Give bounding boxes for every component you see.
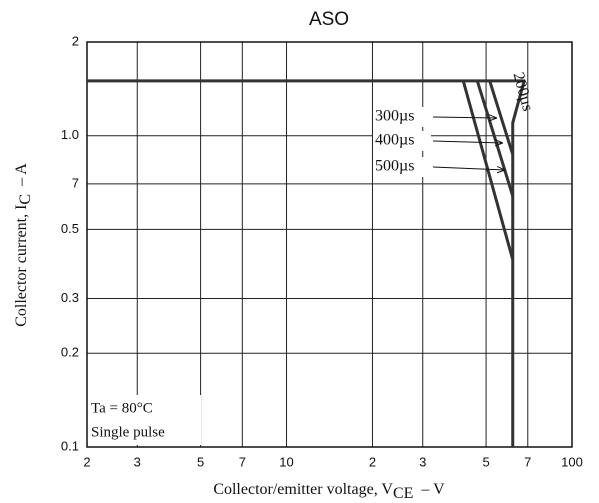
arrow [432, 141, 503, 143]
x-tick-label: 2 [369, 454, 376, 469]
series-label: 400µs [375, 132, 414, 149]
chart-title: ASO [309, 9, 349, 30]
y-tick-label: 2 [72, 33, 79, 48]
y-tick-label: 0.3 [61, 290, 79, 305]
line-series [488, 80, 515, 155]
x-axis-label: Collector/emitter voltage, VCE – V [213, 481, 445, 502]
annotation-background [89, 395, 201, 445]
y-tick-label: 0.2 [61, 345, 79, 360]
line-series [475, 80, 515, 197]
y-tick-label: 1.0 [61, 127, 79, 142]
plot-area: 2 3 5 7 10 2 3 5 7 100 0.1 0.2 0.3 0.5 7 1.0 2 Ta = 80°C S… [61, 33, 583, 469]
series-label-background [373, 131, 431, 151]
x-tick-label: 2 [83, 454, 90, 469]
y-tick-label: 0.5 [61, 221, 79, 236]
series-label-background [373, 157, 431, 177]
x-tick-label: 7 [524, 454, 531, 469]
series-label: 200µs [509, 71, 536, 114]
y-axis-label: Collector current, IC– A [13, 163, 34, 327]
x-tick-label: 5 [197, 454, 204, 469]
plot-frame [86, 41, 573, 448]
y-tick-label: 7 [72, 175, 79, 190]
x-tick-label: 7 [239, 454, 246, 469]
y-tick-label: 0.1 [61, 438, 79, 453]
line-series [87, 79, 526, 447]
x-tick-label: 10 [279, 454, 293, 469]
arrow [432, 167, 505, 170]
series-label: 300µs [375, 108, 414, 125]
annotation: Ta = 80°C [91, 400, 153, 416]
arrow [432, 117, 497, 118]
x-tick-label: 3 [419, 454, 426, 469]
x-tick-label: 3 [134, 454, 141, 469]
series-label-background [373, 107, 431, 127]
series-label: 500µs [375, 158, 414, 175]
x-tick-label: 100 [561, 454, 583, 469]
x-tick-label: 5 [482, 454, 489, 469]
annotation: Single pulse [91, 424, 165, 440]
line-series [461, 80, 515, 260]
